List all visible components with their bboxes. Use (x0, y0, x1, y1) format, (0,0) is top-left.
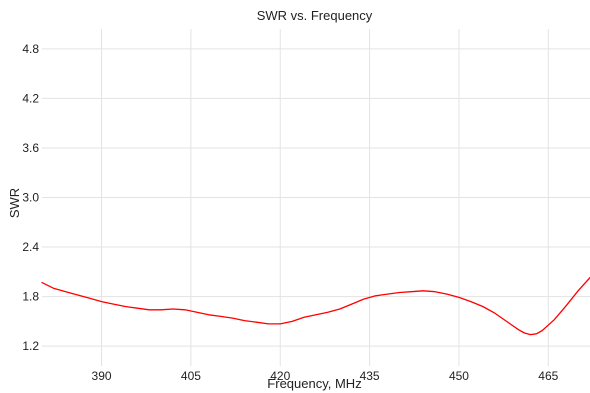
y-gridlines (42, 48, 590, 347)
swr-line-0 (41, 276, 590, 336)
x-tick-label-450: 450 (449, 369, 469, 383)
x-tick-label-465: 465 (538, 369, 558, 383)
y-tick-label-1-8: 1.8 (22, 290, 39, 304)
chart-title: SWR vs. Frequency (257, 8, 373, 23)
y-tick-label-3: 3.0 (22, 191, 39, 205)
x-tick-label-390: 390 (92, 369, 112, 383)
y-axis-label: SWR (7, 188, 22, 218)
x-tick-label-405: 405 (181, 369, 201, 383)
x-tick-labels: 390 405 420 435 450 465 (92, 369, 559, 383)
series-layer (41, 276, 590, 336)
y-tick-label-4-8: 4.8 (22, 42, 39, 56)
y-tick-labels: 1.2 1.8 2.4 3.0 3.6 4.2 4.8 (22, 42, 39, 353)
y-tick-label-4-2: 4.2 (22, 91, 39, 105)
x-tick-label-420: 420 (270, 369, 290, 383)
y-tick-label-2-4: 2.4 (22, 240, 39, 254)
y-tick-label-3-6: 3.6 (22, 141, 39, 155)
x-axis-label: Frequency, MHz (267, 376, 361, 391)
y-tick-label-1-2: 1.2 (22, 339, 39, 353)
x-tick-label-435: 435 (360, 369, 380, 383)
